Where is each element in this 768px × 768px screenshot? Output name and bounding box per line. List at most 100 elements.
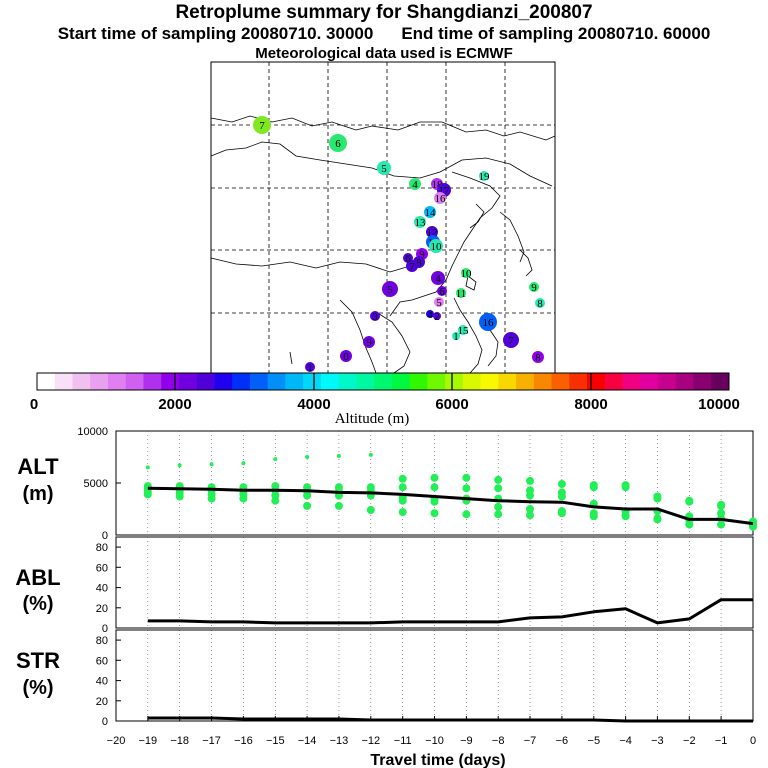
map-point-label: 18 xyxy=(432,179,444,191)
colorbar-cell xyxy=(391,373,411,390)
colorbar-tick-6000: 6000 xyxy=(435,396,468,413)
colorbar-frame xyxy=(36,372,730,391)
altitude-colorbar: 0 2000 4000 6000 8000 10000 Altitude (m) xyxy=(30,372,740,427)
map-point: 4 xyxy=(426,309,434,321)
alt-scatter-point xyxy=(430,483,439,492)
x-tick-label: −9 xyxy=(460,735,473,747)
series-line-str xyxy=(147,716,753,723)
alt-scatter-point xyxy=(621,483,630,492)
x-tick-label: −1 xyxy=(715,735,728,747)
alt-scatter-point xyxy=(494,475,503,484)
map-point: 9 xyxy=(363,336,375,349)
x-axis-label: Travel time (days) xyxy=(370,752,505,768)
y-tick-label: 60 xyxy=(96,562,108,574)
map-point-marker xyxy=(479,171,489,181)
alt-scatter-point xyxy=(239,494,248,503)
y-tick-label: 80 xyxy=(96,542,108,554)
alt-scatter-point xyxy=(685,520,694,529)
colorbar-cell xyxy=(338,373,357,390)
y-tick-label: 80 xyxy=(96,635,108,647)
y-tick-label: 40 xyxy=(96,676,108,688)
str-ylabel-unit: (%) xyxy=(22,677,53,699)
map-point: 11 xyxy=(456,288,467,300)
alt-scatter-point xyxy=(462,473,471,482)
map-point: 4 xyxy=(409,178,421,191)
map-point: 8 xyxy=(532,351,544,364)
alt-scatter-point xyxy=(303,501,312,510)
colorbar-cell xyxy=(693,373,712,390)
map-point: 5 xyxy=(382,281,398,297)
colorbar-cell xyxy=(232,373,251,390)
map-point-label: 1 xyxy=(307,362,313,374)
alt-scatter-point xyxy=(462,510,471,519)
alt-scatter-point xyxy=(241,461,246,466)
str-panel-frame xyxy=(115,629,754,722)
alt-scatter-point xyxy=(621,512,630,521)
abl-ylabel-unit: (%) xyxy=(22,593,53,615)
map-point-marker xyxy=(456,288,466,298)
series-line-abl xyxy=(147,598,753,625)
colorbar-cell xyxy=(445,373,464,390)
x-tick-label: −17 xyxy=(202,735,221,747)
colorbar-cell xyxy=(178,373,198,390)
map-point: 5 xyxy=(377,161,391,175)
map-point: 14 xyxy=(424,206,436,219)
alt-ylabel: ALT xyxy=(17,454,59,479)
colorbar-cell xyxy=(480,373,499,390)
colorbar-tick-8000: 8000 xyxy=(574,396,607,413)
map-point-label: 8 xyxy=(416,257,422,269)
alt-scatter-point xyxy=(207,494,216,503)
colorbar-cell xyxy=(54,373,73,390)
x-tick-label: −14 xyxy=(298,735,317,747)
alt-scatter-point xyxy=(494,510,503,519)
colorbar-tick-2000: 2000 xyxy=(158,396,191,413)
map-point: 7 xyxy=(253,116,271,134)
colorbar-cell xyxy=(587,373,606,390)
alt-scatter-point xyxy=(430,509,439,518)
alt-scatter xyxy=(143,452,757,531)
map-point: 0 xyxy=(340,350,352,363)
alt-scatter-point xyxy=(653,515,662,524)
map-point: 10 xyxy=(461,268,472,280)
alt-scatter-point xyxy=(398,508,407,517)
alt-scatter-point xyxy=(398,474,407,483)
map-point: 12 xyxy=(426,226,438,239)
map-point: 7 xyxy=(503,332,519,348)
colorbar-cell xyxy=(196,373,215,390)
map-point-marker xyxy=(479,313,497,331)
map-point-label: 7 xyxy=(259,120,265,132)
colorbar-cell xyxy=(498,373,517,390)
alt-scatter-point xyxy=(494,502,503,511)
alt-scatter-point xyxy=(685,497,694,506)
colorbar-cell xyxy=(214,373,233,390)
map-point-marker xyxy=(532,351,544,363)
map-point-label: 4 xyxy=(427,309,433,321)
alt-scatter-point xyxy=(589,512,598,521)
colorbar-cell xyxy=(462,373,482,390)
map-point: 16 xyxy=(479,313,497,331)
map-point: 8 xyxy=(535,298,545,310)
alt-scatter-point xyxy=(175,492,184,501)
colorbar-cell xyxy=(427,373,446,390)
colorbar-cell xyxy=(604,373,624,390)
alt-scatter-point xyxy=(368,452,373,457)
map-point-label: 9 xyxy=(366,337,372,349)
map-point-marker xyxy=(458,325,468,335)
map-point-label: 19 xyxy=(479,171,491,183)
colorbar-cell xyxy=(374,373,393,390)
alt-scatter-point xyxy=(145,465,150,470)
alt-ylabel-unit: (m) xyxy=(22,483,53,505)
map-point-label: 6 xyxy=(405,253,411,265)
map-point: 5 xyxy=(434,297,444,309)
map-point: 7 xyxy=(406,260,418,273)
alt-scatter-point xyxy=(717,501,726,510)
map-point-label: 1 xyxy=(453,331,459,343)
map-point-marker xyxy=(426,310,434,318)
map-point-label: 16 xyxy=(435,193,447,205)
colorbar-cell xyxy=(711,373,730,390)
alt-scatter-point xyxy=(177,463,182,468)
map-point: 6 xyxy=(403,253,413,265)
alt-scatter-point xyxy=(273,457,278,462)
map-point-label: 11 xyxy=(456,288,467,300)
